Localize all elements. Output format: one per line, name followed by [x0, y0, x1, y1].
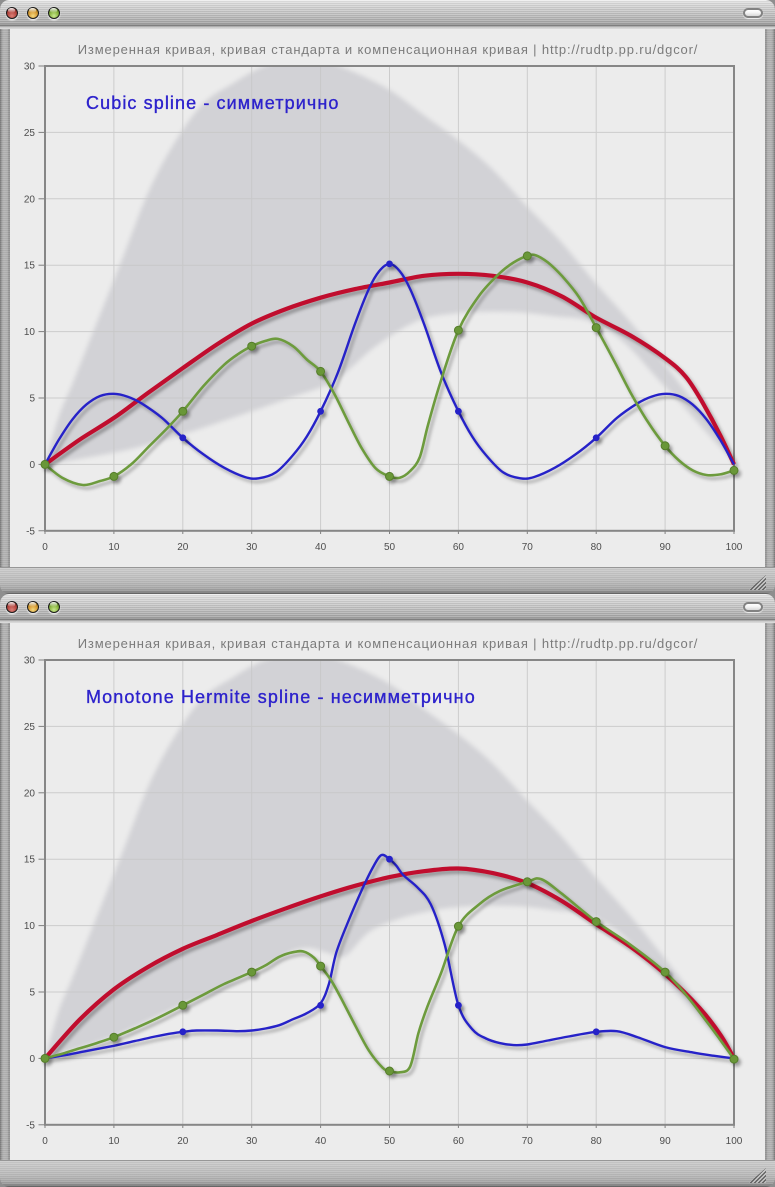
svg-text:0: 0	[29, 1054, 35, 1065]
svg-text:Измеренная кривая, кривая стан: Измеренная кривая, кривая стандарта и ко…	[78, 636, 699, 651]
svg-text:60: 60	[453, 1136, 465, 1147]
svg-text:Измеренная кривая, кривая стан: Измеренная кривая, кривая стандарта и ко…	[78, 42, 699, 57]
svg-text:90: 90	[660, 1136, 672, 1147]
svg-text:30: 30	[24, 656, 36, 667]
svg-text:40: 40	[315, 542, 327, 553]
svg-text:Monotone Hermite spline - неси: Monotone Hermite spline - несимметрично	[86, 687, 476, 707]
svg-text:10: 10	[24, 921, 36, 932]
svg-text:0: 0	[42, 1136, 48, 1147]
svg-text:50: 50	[384, 542, 396, 553]
svg-text:-5: -5	[26, 526, 35, 537]
svg-text:100: 100	[726, 1136, 743, 1147]
svg-text:20: 20	[177, 1136, 189, 1147]
svg-text:20: 20	[24, 788, 36, 799]
svg-text:30: 30	[24, 62, 36, 73]
svg-text:15: 15	[24, 261, 36, 272]
svg-text:100: 100	[726, 542, 743, 553]
svg-text:0: 0	[29, 460, 35, 471]
svg-text:25: 25	[24, 722, 36, 733]
svg-text:0: 0	[42, 542, 48, 553]
svg-text:5: 5	[29, 394, 35, 405]
svg-text:20: 20	[177, 542, 189, 553]
svg-text:-5: -5	[26, 1120, 35, 1131]
svg-text:90: 90	[660, 542, 672, 553]
svg-text:10: 10	[108, 542, 120, 553]
svg-text:10: 10	[24, 327, 36, 338]
svg-text:20: 20	[24, 194, 36, 205]
svg-text:10: 10	[108, 1136, 120, 1147]
svg-text:80: 80	[591, 542, 603, 553]
svg-text:80: 80	[591, 1136, 603, 1147]
svg-text:40: 40	[315, 1136, 327, 1147]
svg-text:Cubic spline - симметрично: Cubic spline - симметрично	[86, 93, 340, 113]
svg-text:30: 30	[246, 542, 258, 553]
svg-text:25: 25	[24, 128, 36, 139]
svg-text:30: 30	[246, 1136, 258, 1147]
svg-text:50: 50	[384, 1136, 396, 1147]
svg-text:15: 15	[24, 855, 36, 866]
svg-text:70: 70	[522, 542, 534, 553]
svg-text:70: 70	[522, 1136, 534, 1147]
svg-text:5: 5	[29, 988, 35, 999]
svg-text:60: 60	[453, 542, 465, 553]
